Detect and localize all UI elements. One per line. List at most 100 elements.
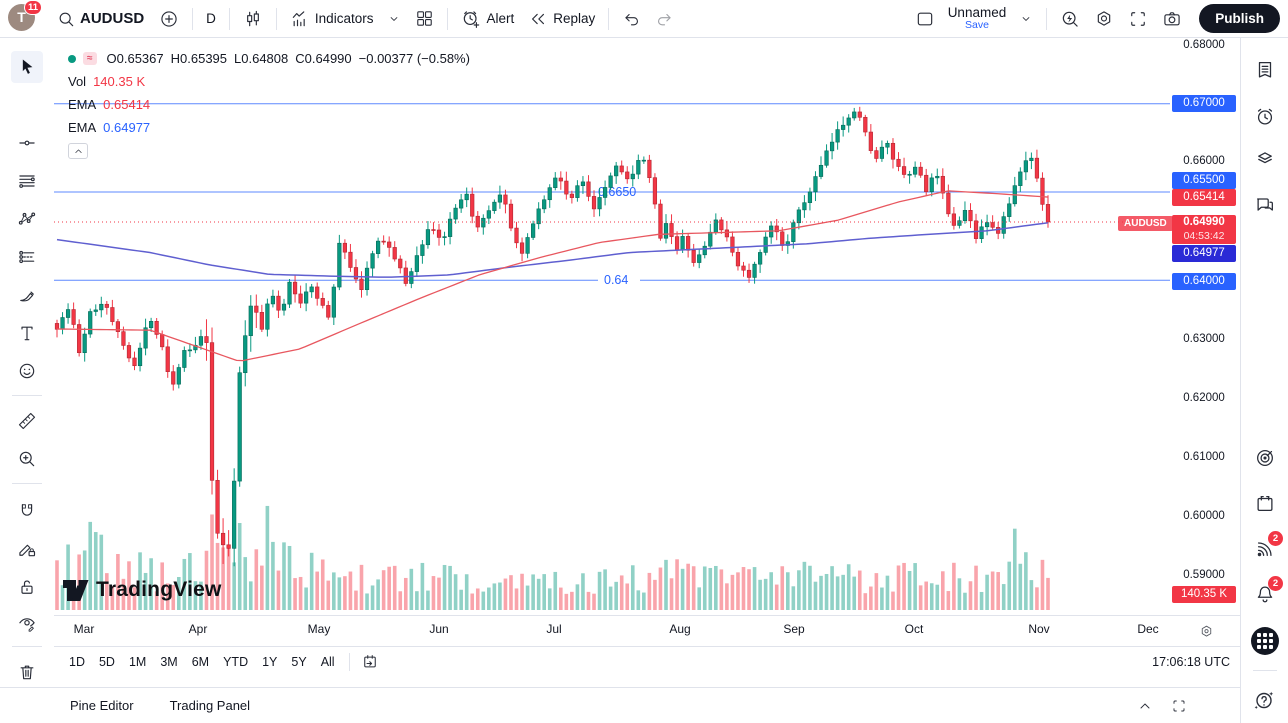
- layout-name-button[interactable]: Unnamed Save: [942, 4, 1013, 33]
- chart-settings-button[interactable]: [1087, 4, 1121, 34]
- brush-tool-button[interactable]: [11, 279, 43, 311]
- time-axis-month-label: Jun: [429, 622, 449, 636]
- go-to-date-icon: [363, 655, 376, 668]
- range-button-all[interactable]: All: [314, 651, 342, 673]
- data-delay-icon[interactable]: ≈: [83, 52, 97, 65]
- remove-drawings-button[interactable]: [11, 656, 43, 688]
- range-button-ytd[interactable]: YTD: [216, 651, 255, 673]
- watchlist-icon: [1258, 62, 1272, 78]
- toolbar-divider: [348, 653, 350, 671]
- interval-label: D: [206, 11, 216, 26]
- lock-drawings-button[interactable]: [11, 571, 43, 603]
- range-button-1d[interactable]: 1D: [62, 651, 92, 673]
- time-axis[interactable]: Mar Apr May Jun Jul Aug Sep Oct Nov Dec: [54, 615, 1240, 645]
- chat-bubbles-icon: [1257, 198, 1273, 211]
- fullscreen-button[interactable]: [1121, 4, 1155, 34]
- calendar-button[interactable]: [1251, 490, 1279, 518]
- bar-replay-button[interactable]: Replay: [521, 4, 602, 34]
- volume-label: Vol: [68, 74, 87, 89]
- magnet-mode-button[interactable]: [11, 495, 43, 527]
- bottom-tab-trading-panel[interactable]: Trading Panel: [169, 698, 251, 713]
- watchlist-button[interactable]: [1251, 56, 1279, 84]
- emoji-tool-button[interactable]: [11, 355, 43, 387]
- range-button-6m[interactable]: 6M: [185, 651, 216, 673]
- multichart-layout-button[interactable]: [408, 4, 441, 33]
- legend-ema-fast-row[interactable]: EMA 0.65414: [68, 97, 151, 112]
- go-to-date-button[interactable]: [357, 650, 383, 674]
- text-tool-button[interactable]: [11, 317, 43, 349]
- toolbar-divider: [228, 7, 230, 30]
- range-button-1y[interactable]: 1Y: [255, 651, 284, 673]
- panel-expand-button[interactable]: [1132, 693, 1158, 719]
- price-axis[interactable]: 0.64990 04:53:42 0.68000 0.67000 0.66000 0.…: [1170, 38, 1240, 615]
- drawing-mode-button[interactable]: [11, 533, 43, 565]
- zoom-in-tool-button[interactable]: [11, 443, 43, 475]
- clock[interactable]: 17:06:18 UTC: [1152, 655, 1230, 669]
- create-alert-button[interactable]: Alert: [454, 4, 521, 34]
- chart-style-button[interactable]: [236, 4, 270, 34]
- snapshot-button[interactable]: [1155, 4, 1189, 34]
- eye-pencil-icon: [19, 618, 35, 632]
- compare-add-symbol-button[interactable]: [152, 4, 186, 34]
- legend-ohlc-row[interactable]: ≈ O0.65367 H0.65395 L0.64808 C0.64990 −0…: [68, 51, 477, 66]
- drawing-toolbar: [0, 38, 54, 688]
- interval-button[interactable]: D: [199, 6, 223, 31]
- streams-button[interactable]: 2: [1251, 531, 1283, 563]
- apps-grid-icon: [1251, 627, 1279, 655]
- range-button-3m[interactable]: 3M: [153, 651, 184, 673]
- panel-maximize-button[interactable]: [1166, 693, 1192, 719]
- time-axis-month-label: Aug: [669, 622, 691, 636]
- hotlists-button[interactable]: [1251, 444, 1279, 472]
- symbol-name: AUDUSD: [80, 10, 145, 27]
- symbol-search-button[interactable]: AUDUSD: [48, 5, 152, 33]
- layout-manager-button[interactable]: [908, 4, 942, 34]
- legend-ema-slow-row[interactable]: EMA 0.64977: [68, 120, 151, 135]
- change-value: −0.00377 (−0.58%): [358, 51, 470, 66]
- time-axis-month-label: Sep: [783, 622, 805, 636]
- layout-dropdown-button[interactable]: [1012, 7, 1040, 31]
- object-tree-button[interactable]: [1251, 144, 1279, 172]
- legend-collapse-button[interactable]: [68, 143, 88, 159]
- bottom-panel: Pine Editor Trading Panel: [0, 687, 1240, 723]
- undo-icon: [625, 13, 639, 26]
- maximize-icon: [1173, 700, 1185, 711]
- range-button-5y[interactable]: 5Y: [284, 651, 313, 673]
- indicator-templates-button[interactable]: [380, 7, 408, 31]
- price-chart[interactable]: 0.6650 0.64: [54, 38, 1170, 615]
- cursor-tool-button[interactable]: [11, 51, 43, 83]
- toolbar-divider: [447, 7, 449, 30]
- calendar-icon: [1257, 496, 1273, 512]
- price-axis-label: 140.35 K: [1172, 586, 1236, 603]
- range-button-5d[interactable]: 5D: [92, 651, 122, 673]
- fib-retracement-tool-button[interactable]: [11, 165, 43, 197]
- chart-area[interactable]: 0.6650 0.64 ≈ O0.65367 H0.65395 L0.64808 …: [54, 38, 1240, 688]
- apps-menu-button[interactable]: [1251, 627, 1279, 655]
- toolbar-divider: [275, 7, 277, 30]
- chat-button[interactable]: [1251, 191, 1279, 219]
- bottom-tab-pine-editor[interactable]: Pine Editor: [70, 698, 134, 713]
- alerts-panel-button[interactable]: [1251, 103, 1279, 131]
- user-menu-button[interactable]: T 11: [8, 0, 42, 34]
- indicators-button[interactable]: Indicators: [283, 4, 381, 34]
- quick-search-button[interactable]: [1053, 4, 1087, 34]
- redo-button[interactable]: [648, 4, 681, 33]
- sidebar-divider: [1253, 670, 1277, 671]
- legend-volume-row[interactable]: Vol 140.35 K: [68, 74, 477, 89]
- notifications-button[interactable]: 2: [1251, 576, 1283, 608]
- pattern-tool-button[interactable]: [11, 203, 43, 235]
- range-button-1m[interactable]: 1M: [122, 651, 153, 673]
- forecast-tool-button[interactable]: [11, 241, 43, 273]
- publish-button[interactable]: Publish: [1199, 4, 1280, 33]
- help-button[interactable]: [1250, 686, 1278, 714]
- save-link[interactable]: Save: [964, 19, 989, 32]
- undo-button[interactable]: [615, 4, 648, 33]
- price-axis-label: 0.64977: [1172, 245, 1236, 262]
- trend-line-tool-button[interactable]: [11, 127, 43, 159]
- measure-tool-button[interactable]: [11, 405, 43, 437]
- top-toolbar: T 11 AUDUSD D Indicators: [0, 0, 1288, 38]
- time-axis-month-label: Apr: [188, 622, 208, 636]
- hide-drawings-button[interactable]: [11, 608, 43, 640]
- time-axis-month-label: May: [307, 622, 331, 636]
- axis-settings-button[interactable]: [1196, 621, 1216, 641]
- toolbar-divider: [12, 395, 42, 396]
